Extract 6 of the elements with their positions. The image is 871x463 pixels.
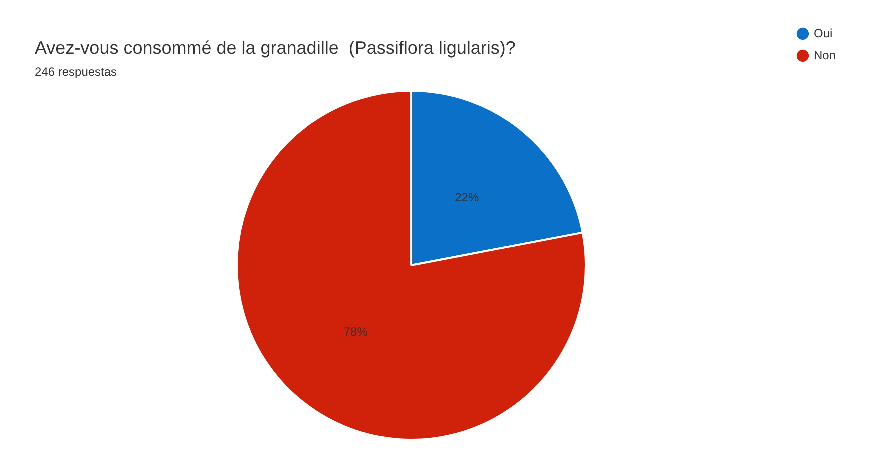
text: Avez-vous consommé de la granadille (Passiflora ligularis)? (35, 38, 516, 58)
text: 246 respuestas (35, 65, 118, 80)
legend-label: Oui (814, 26, 833, 40)
data-label: 78% (344, 325, 368, 340)
data-label: 22% (455, 190, 480, 205)
legend-label: Non (814, 48, 836, 62)
